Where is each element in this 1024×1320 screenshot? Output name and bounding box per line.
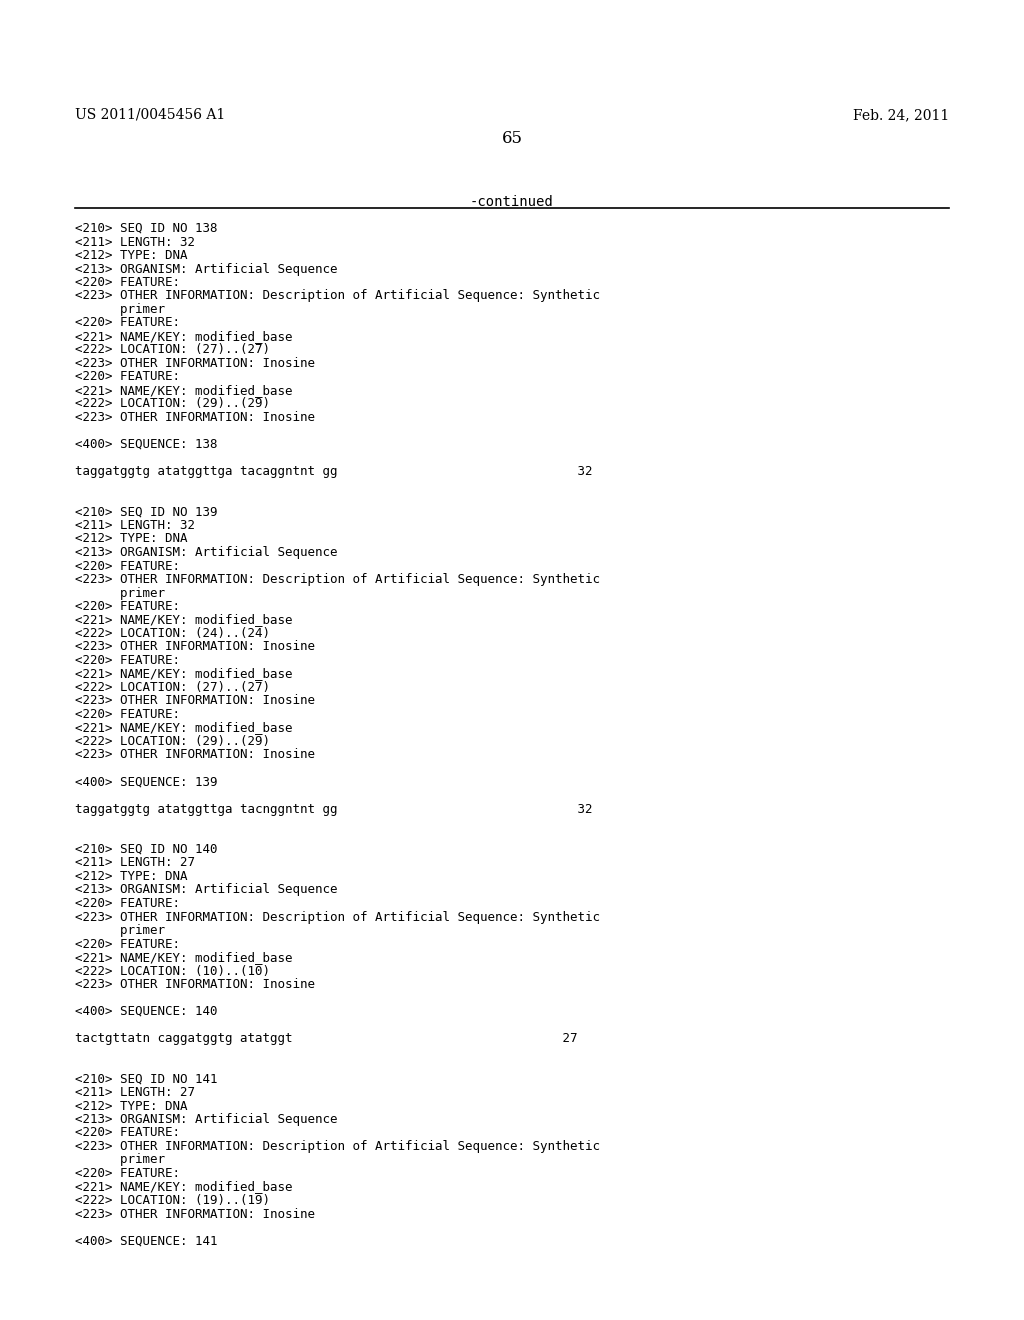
Text: US 2011/0045456 A1: US 2011/0045456 A1	[75, 108, 225, 121]
Text: <220> FEATURE:: <220> FEATURE:	[75, 708, 180, 721]
Text: <212> TYPE: DNA: <212> TYPE: DNA	[75, 249, 187, 261]
Text: <223> OTHER INFORMATION: Inosine: <223> OTHER INFORMATION: Inosine	[75, 978, 315, 991]
Text: <221> NAME/KEY: modified_base: <221> NAME/KEY: modified_base	[75, 950, 293, 964]
Text: 65: 65	[502, 129, 522, 147]
Text: <220> FEATURE:: <220> FEATURE:	[75, 898, 180, 909]
Text: <213> ORGANISM: Artificial Sequence: <213> ORGANISM: Artificial Sequence	[75, 1113, 338, 1126]
Text: <223> OTHER INFORMATION: Description of Artificial Sequence: Synthetic: <223> OTHER INFORMATION: Description of …	[75, 573, 600, 586]
Text: primer: primer	[75, 924, 165, 937]
Text: <222> LOCATION: (27)..(27): <222> LOCATION: (27)..(27)	[75, 343, 270, 356]
Text: primer: primer	[75, 1154, 165, 1167]
Text: <221> NAME/KEY: modified_base: <221> NAME/KEY: modified_base	[75, 722, 293, 734]
Text: <221> NAME/KEY: modified_base: <221> NAME/KEY: modified_base	[75, 384, 293, 397]
Text: <400> SEQUENCE: 139: <400> SEQUENCE: 139	[75, 776, 217, 788]
Text: <211> LENGTH: 32: <211> LENGTH: 32	[75, 519, 195, 532]
Text: <213> ORGANISM: Artificial Sequence: <213> ORGANISM: Artificial Sequence	[75, 263, 338, 276]
Text: <223> OTHER INFORMATION: Description of Artificial Sequence: Synthetic: <223> OTHER INFORMATION: Description of …	[75, 911, 600, 924]
Text: <222> LOCATION: (10)..(10): <222> LOCATION: (10)..(10)	[75, 965, 270, 978]
Text: <223> OTHER INFORMATION: Description of Artificial Sequence: Synthetic: <223> OTHER INFORMATION: Description of …	[75, 289, 600, 302]
Text: <213> ORGANISM: Artificial Sequence: <213> ORGANISM: Artificial Sequence	[75, 546, 338, 558]
Text: <223> OTHER INFORMATION: Description of Artificial Sequence: Synthetic: <223> OTHER INFORMATION: Description of …	[75, 1140, 600, 1152]
Text: <222> LOCATION: (29)..(29): <222> LOCATION: (29)..(29)	[75, 397, 270, 411]
Text: <222> LOCATION: (19)..(19): <222> LOCATION: (19)..(19)	[75, 1195, 270, 1206]
Text: tactgttatn caggatggtg atatggt                                    27: tactgttatn caggatggtg atatggt 27	[75, 1032, 578, 1045]
Text: <223> OTHER INFORMATION: Inosine: <223> OTHER INFORMATION: Inosine	[75, 748, 315, 762]
Text: <221> NAME/KEY: modified_base: <221> NAME/KEY: modified_base	[75, 1180, 293, 1193]
Text: -continued: -continued	[470, 195, 554, 209]
Text: <213> ORGANISM: Artificial Sequence: <213> ORGANISM: Artificial Sequence	[75, 883, 338, 896]
Text: <221> NAME/KEY: modified_base: <221> NAME/KEY: modified_base	[75, 330, 293, 343]
Text: <221> NAME/KEY: modified_base: <221> NAME/KEY: modified_base	[75, 614, 293, 627]
Text: <220> FEATURE:: <220> FEATURE:	[75, 1126, 180, 1139]
Text: <400> SEQUENCE: 141: <400> SEQUENCE: 141	[75, 1234, 217, 1247]
Text: <223> OTHER INFORMATION: Inosine: <223> OTHER INFORMATION: Inosine	[75, 1208, 315, 1221]
Text: <210> SEQ ID NO 140: <210> SEQ ID NO 140	[75, 843, 217, 855]
Text: <220> FEATURE:: <220> FEATURE:	[75, 276, 180, 289]
Text: <223> OTHER INFORMATION: Inosine: <223> OTHER INFORMATION: Inosine	[75, 694, 315, 708]
Text: <222> LOCATION: (24)..(24): <222> LOCATION: (24)..(24)	[75, 627, 270, 640]
Text: <212> TYPE: DNA: <212> TYPE: DNA	[75, 532, 187, 545]
Text: <220> FEATURE:: <220> FEATURE:	[75, 653, 180, 667]
Text: <220> FEATURE:: <220> FEATURE:	[75, 317, 180, 330]
Text: <210> SEQ ID NO 139: <210> SEQ ID NO 139	[75, 506, 217, 519]
Text: <212> TYPE: DNA: <212> TYPE: DNA	[75, 870, 187, 883]
Text: <400> SEQUENCE: 138: <400> SEQUENCE: 138	[75, 438, 217, 451]
Text: primer: primer	[75, 586, 165, 599]
Text: <220> FEATURE:: <220> FEATURE:	[75, 601, 180, 612]
Text: taggatggtg atatggttga tacnggntnt gg                                32: taggatggtg atatggttga tacnggntnt gg 32	[75, 803, 593, 816]
Text: <223> OTHER INFORMATION: Inosine: <223> OTHER INFORMATION: Inosine	[75, 411, 315, 424]
Text: primer: primer	[75, 304, 165, 315]
Text: <211> LENGTH: 27: <211> LENGTH: 27	[75, 1086, 195, 1100]
Text: <211> LENGTH: 32: <211> LENGTH: 32	[75, 235, 195, 248]
Text: <211> LENGTH: 27: <211> LENGTH: 27	[75, 857, 195, 870]
Text: <400> SEQUENCE: 140: <400> SEQUENCE: 140	[75, 1005, 217, 1018]
Text: <220> FEATURE:: <220> FEATURE:	[75, 560, 180, 573]
Text: <222> LOCATION: (29)..(29): <222> LOCATION: (29)..(29)	[75, 735, 270, 748]
Text: <210> SEQ ID NO 138: <210> SEQ ID NO 138	[75, 222, 217, 235]
Text: <220> FEATURE:: <220> FEATURE:	[75, 1167, 180, 1180]
Text: <223> OTHER INFORMATION: Inosine: <223> OTHER INFORMATION: Inosine	[75, 640, 315, 653]
Text: <221> NAME/KEY: modified_base: <221> NAME/KEY: modified_base	[75, 668, 293, 681]
Text: <220> FEATURE:: <220> FEATURE:	[75, 371, 180, 384]
Text: <222> LOCATION: (27)..(27): <222> LOCATION: (27)..(27)	[75, 681, 270, 694]
Text: <223> OTHER INFORMATION: Inosine: <223> OTHER INFORMATION: Inosine	[75, 356, 315, 370]
Text: Feb. 24, 2011: Feb. 24, 2011	[853, 108, 949, 121]
Text: <212> TYPE: DNA: <212> TYPE: DNA	[75, 1100, 187, 1113]
Text: <220> FEATURE:: <220> FEATURE:	[75, 937, 180, 950]
Text: taggatggtg atatggttga tacaggntnt gg                                32: taggatggtg atatggttga tacaggntnt gg 32	[75, 465, 593, 478]
Text: <210> SEQ ID NO 141: <210> SEQ ID NO 141	[75, 1072, 217, 1085]
